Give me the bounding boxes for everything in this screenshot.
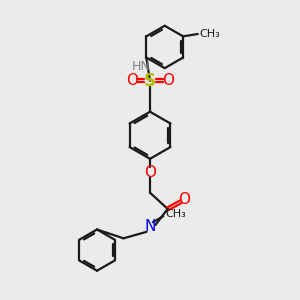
Text: CH₃: CH₃ [199, 29, 220, 39]
Text: CH₃: CH₃ [166, 209, 186, 219]
Text: HN: HN [131, 60, 150, 73]
Text: S: S [144, 72, 156, 90]
Text: O: O [162, 73, 174, 88]
Text: O: O [126, 73, 138, 88]
Text: O: O [144, 165, 156, 180]
Text: O: O [178, 192, 190, 207]
Text: N: N [144, 219, 156, 234]
